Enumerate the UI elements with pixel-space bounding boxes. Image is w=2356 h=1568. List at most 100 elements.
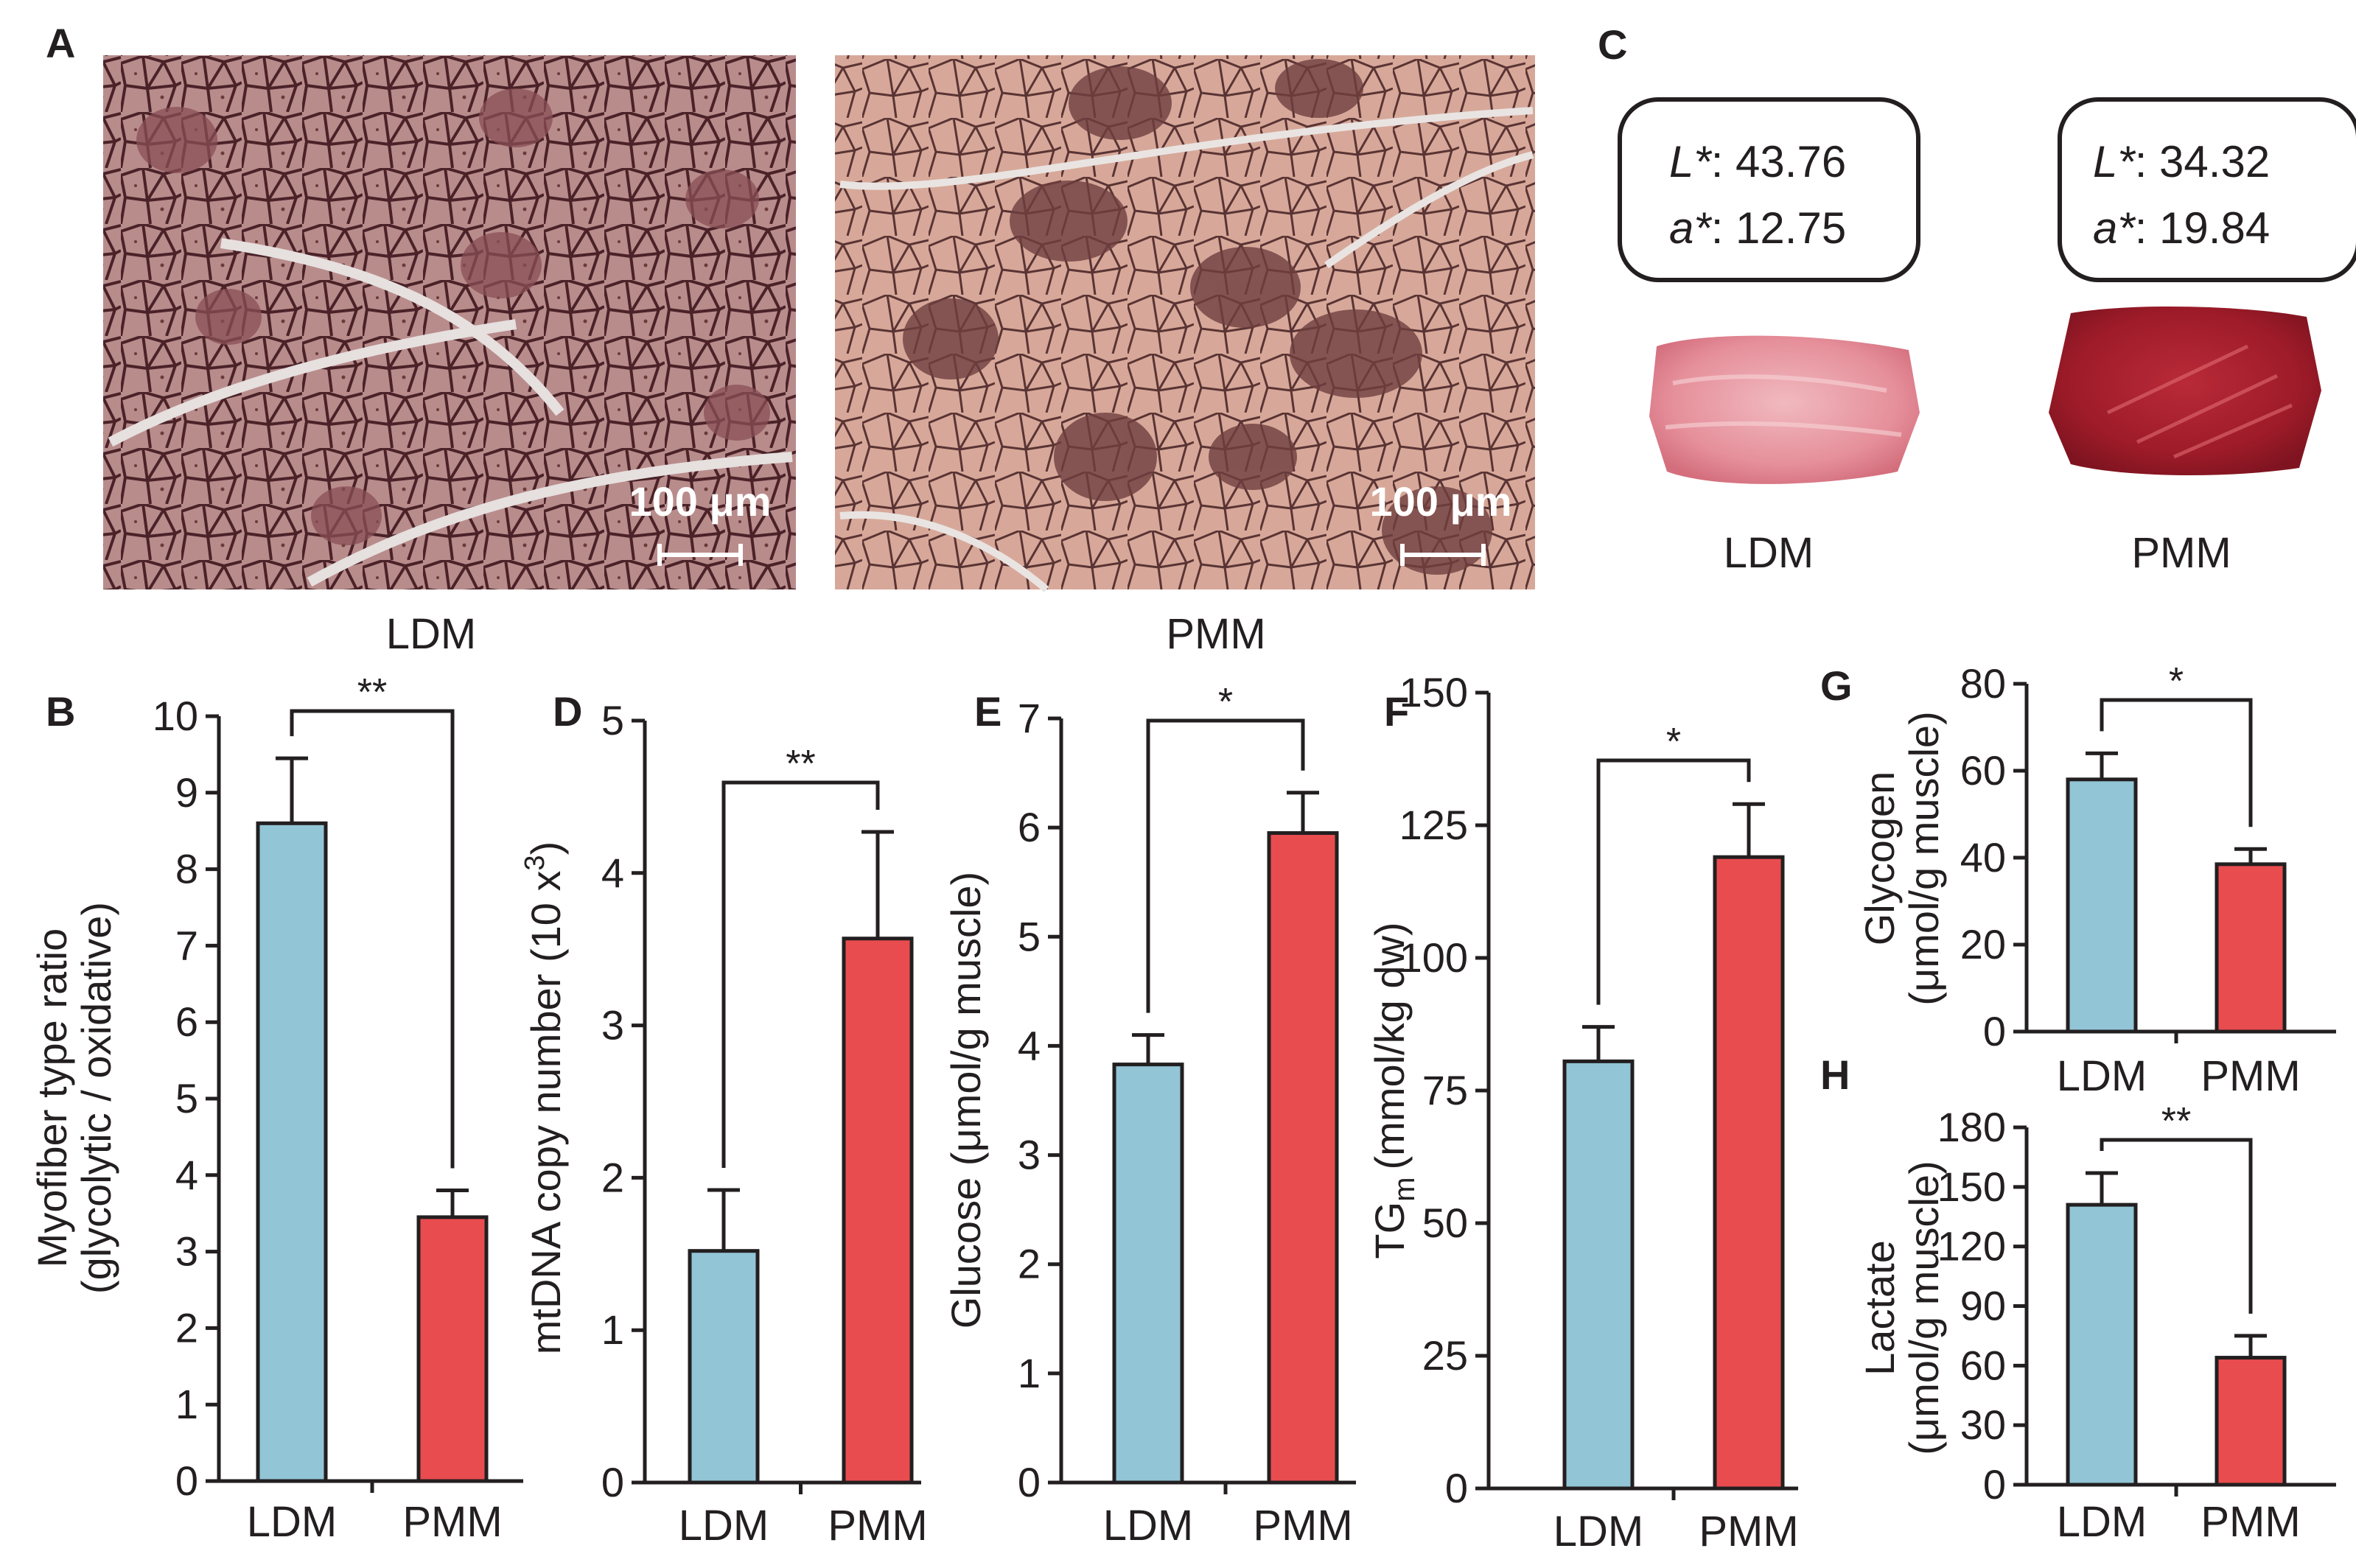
y-tick-label: 75 [1422, 1067, 1468, 1113]
category-label: PMM [1699, 1508, 1798, 1555]
y-tick-label: 6 [1018, 804, 1041, 850]
panel-letter-h: H [1820, 1051, 1850, 1098]
panel-letter-d: D [553, 688, 582, 735]
category-label: LDM [2057, 1498, 2147, 1546]
category-label: LDM [1553, 1508, 1643, 1555]
histology-image-ldm: 100 μm [103, 55, 796, 589]
bar-ldm [688, 1249, 760, 1485]
y-tick-label: 60 [1960, 1342, 2006, 1388]
color-readout-ldm: L*: 43.76 a*: 12.75 [1618, 97, 1920, 282]
significance-label: * [1218, 681, 1233, 724]
significance-bracket [1596, 758, 1751, 1005]
significance-label: ** [357, 671, 387, 714]
significance-bracket [1146, 718, 1305, 1013]
panel-letter-f: F [1384, 688, 1409, 735]
y-axis-label: Glycogen [1856, 771, 1903, 946]
significance-bracket [2100, 1138, 2253, 1314]
y-tick-label: 2 [175, 1304, 198, 1351]
y-tick-label: 80 [1960, 660, 2006, 707]
chart-g: G 0 20 40 60 80 LDM PMM * Glycogen(μmol/g muscle) [1820, 660, 2336, 1100]
y-tick-label: 40 [1960, 834, 2006, 881]
y-tick-label: 25 [1422, 1332, 1468, 1379]
category-label: PMM [2201, 1498, 2300, 1546]
y-tick-label: 2 [1018, 1241, 1041, 1287]
y-tick-label: 9 [175, 769, 198, 816]
a-star-label: a* [2093, 203, 2136, 253]
y-tick-label: 1 [175, 1381, 198, 1427]
significance-bracket [721, 780, 880, 1168]
category-label: PMM [1253, 1502, 1352, 1550]
y-tick-label: 60 [1960, 747, 2006, 794]
y-axis-label: (μmol/g muscle) [1901, 711, 1947, 1005]
y-tick-label: 5 [175, 1075, 198, 1121]
significance-label: * [1666, 721, 1681, 763]
y-axis-label: (μmol/g muscle) [1901, 1161, 1947, 1455]
y-tick-label: 150 [1399, 669, 1468, 715]
category-label: LDM [2057, 1052, 2147, 1100]
y-tick-label: 180 [1937, 1104, 2006, 1150]
y-tick-label: 7 [1018, 695, 1041, 741]
chart-f: F 0 25 50 75 100 125 150 LDM PMM * TGm(mmol/kg dw) [1366, 669, 1799, 1555]
y-tick-label: 2 [601, 1154, 624, 1200]
bar-pmm [2215, 1356, 2287, 1487]
a-star-value: : 12.75 [1711, 203, 1847, 253]
bar-ldm [256, 821, 328, 1483]
bar-pmm [842, 937, 914, 1485]
chart-e: E 0 1 2 3 4 5 6 7 LDM PMM * Glucose (μmol/g muscle) [943, 681, 1356, 1550]
significance-label: * [2169, 660, 2184, 703]
pmm-meat-photo [2049, 306, 2321, 476]
y-tick-label: 8 [175, 846, 198, 892]
sample-caption-pmm: PMM [2131, 529, 2231, 577]
category-label: LDM [247, 1498, 337, 1546]
panel-letter-e: E [974, 688, 1002, 735]
y-axis-label: (glycolytic / oxidative) [73, 902, 119, 1294]
chart-b: B 0 1 2 3 4 5 6 7 8 9 10 LDM PMM ** Myofiber type ratio… [29, 671, 523, 1546]
y-tick-label: 125 [1399, 802, 1468, 848]
y-tick-label: 50 [1422, 1200, 1468, 1246]
significance-label: ** [786, 743, 815, 785]
y-tick-label: 0 [1445, 1465, 1468, 1511]
significance-bracket [2100, 698, 2253, 827]
y-tick-label: 90 [1960, 1283, 2006, 1329]
y-tick-label: 100 [1399, 934, 1468, 981]
y-tick-label: 0 [1983, 1461, 2006, 1508]
significance-label: ** [2161, 1100, 2191, 1143]
y-tick-label: 3 [175, 1228, 198, 1275]
bar-ldm [2066, 1203, 2138, 1487]
chart-d: D 0 1 2 3 4 5 LDM PMM ** mtDNA copy number (10 x3) [520, 688, 928, 1550]
y-tick-label: 120 [1937, 1223, 2006, 1270]
color-readout-pmm: L*: 34.32 a*: 19.84 [2058, 97, 2356, 282]
bar-ldm [1112, 1063, 1184, 1485]
panel-letter-a: A [46, 20, 75, 66]
y-axis-label: Glucose (μmol/g muscle) [943, 872, 989, 1329]
category-label: PMM [2201, 1052, 2300, 1100]
y-tick-label: 0 [1983, 1008, 2006, 1054]
category-label: LDM [1103, 1502, 1193, 1550]
bar-ldm [1562, 1059, 1635, 1491]
l-star-value: : 43.76 [1711, 137, 1847, 186]
l-star-label: L* [2093, 137, 2136, 186]
y-tick-label: 4 [601, 850, 624, 896]
scale-label: 100 μm [629, 478, 771, 525]
bar-ldm [2066, 777, 2138, 1034]
category-label: PMM [402, 1498, 502, 1546]
y-axis-label: Myofiber type ratio [29, 928, 75, 1268]
l-star-value: : 34.32 [2135, 137, 2271, 186]
sample-caption-ldm: LDM [1724, 529, 1814, 577]
y-tick-label: 0 [601, 1459, 624, 1505]
image-caption-ldm: LDM [386, 610, 476, 658]
histology-image-pmm: 100 μm [835, 55, 1535, 592]
y-tick-label: 3 [601, 1002, 624, 1049]
image-caption-pmm: PMM [1166, 610, 1265, 658]
y-tick-label: 7 [175, 922, 198, 968]
y-tick-label: 30 [1960, 1401, 2006, 1448]
y-tick-label: 1 [601, 1306, 624, 1353]
bar-pmm [1267, 831, 1339, 1485]
y-tick-label: 1 [1018, 1350, 1041, 1396]
bar-pmm [1713, 855, 1785, 1491]
ldm-meat-photo [1649, 335, 1920, 484]
y-tick-label: 10 [153, 693, 198, 739]
